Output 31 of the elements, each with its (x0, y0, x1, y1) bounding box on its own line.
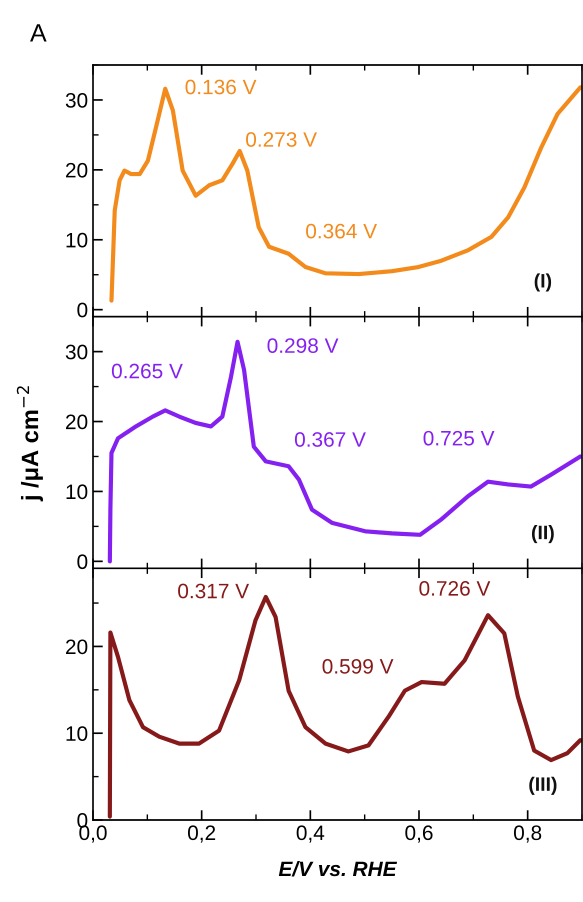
annotation: 0.726 V (419, 581, 490, 596)
x-tick-label: 0,6 (405, 825, 433, 843)
y-tick-label: 0 (77, 302, 88, 318)
annotation: 0.273 V (246, 132, 317, 147)
x-axis-title: E/V vs. RHE (278, 860, 398, 876)
x-tick-label: 0,4 (296, 825, 324, 843)
y-tick-label: 0 (77, 554, 88, 570)
y-tick-label: 20 (66, 162, 88, 178)
chart-title: A (30, 24, 47, 42)
x-tick-label: 0,2 (188, 825, 216, 843)
y-tick-label: 30 (66, 344, 88, 360)
y-tick-label: 20 (66, 639, 88, 654)
annotation: (II) (532, 525, 554, 544)
annotation: (III) (529, 776, 556, 795)
annotation: 0.298 V (268, 338, 338, 353)
y-tick-label: 10 (66, 484, 88, 500)
annotation: 0.364 V (306, 224, 377, 239)
y-axis-title: j /μA cm$^{−2}$ (16, 386, 43, 502)
annotation: 0.367 V (294, 432, 366, 447)
annotation: 0.317 V (178, 584, 250, 598)
y-tick-label: 10 (66, 726, 88, 741)
y-tick-label: 10 (66, 232, 88, 248)
annotation: 0.599 V (322, 658, 394, 674)
annotation: 0.725 V (424, 430, 494, 446)
annotation: (I) (534, 273, 552, 292)
line-series (108, 340, 582, 564)
y-tick-label: 20 (66, 414, 88, 430)
x-tick-label: 0,8 (514, 825, 542, 843)
y-tick-label: 30 (66, 92, 88, 108)
annotation: 0.265 V (112, 364, 183, 378)
annotation: 0.136 V (186, 80, 256, 94)
